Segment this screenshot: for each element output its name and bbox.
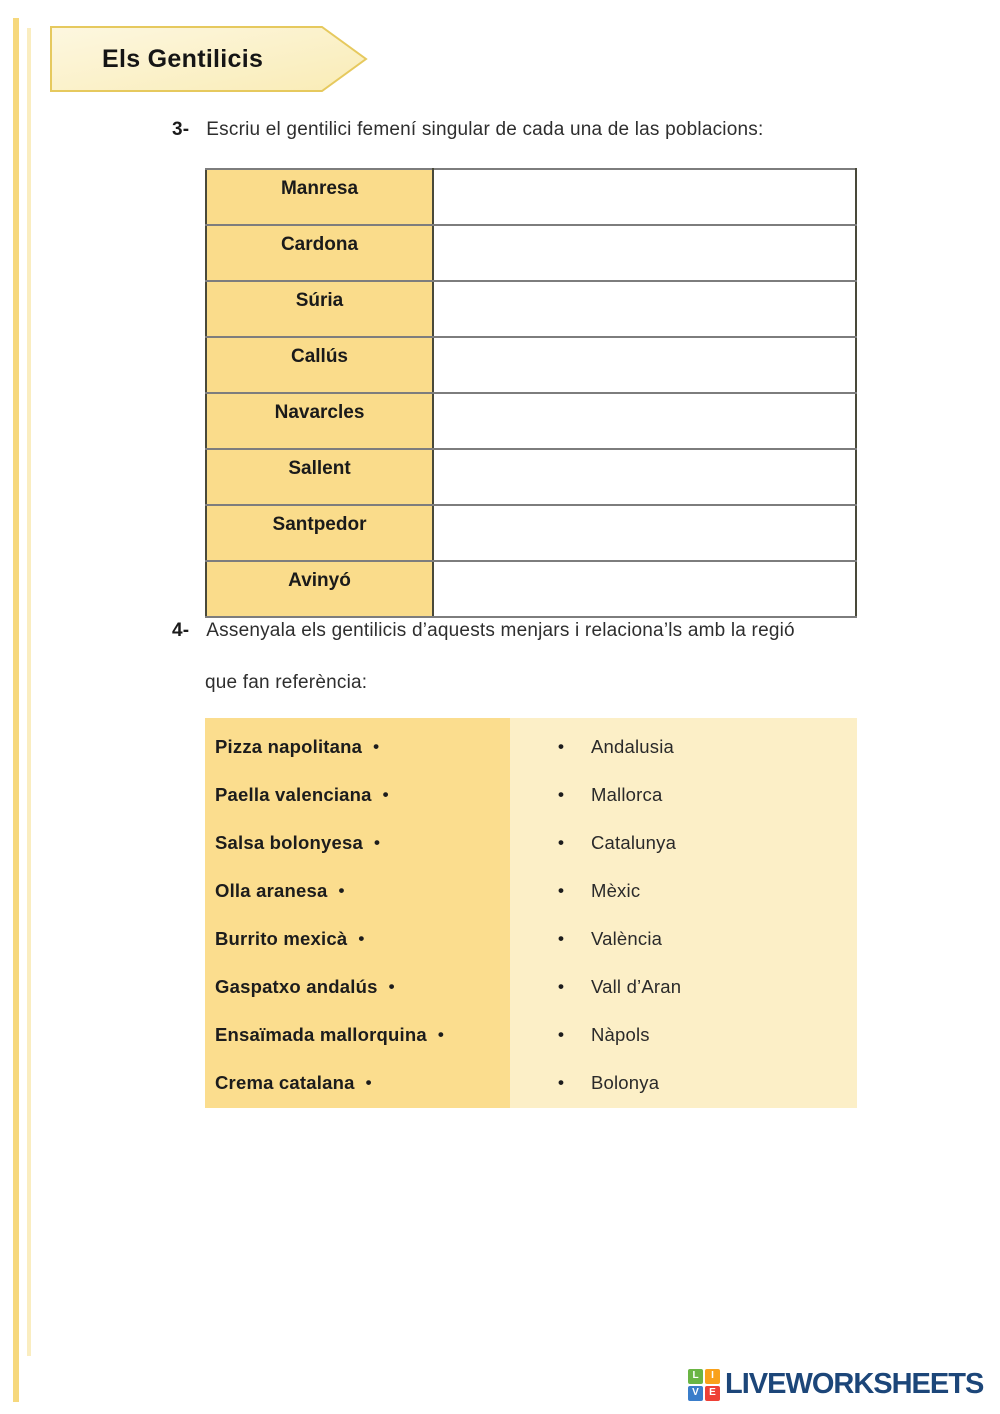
connector-dot[interactable]: • <box>558 929 564 948</box>
food-item: Burrito mexicà • <box>215 915 510 963</box>
answer-cell[interactable] <box>432 448 857 506</box>
region-label: Bolonya <box>590 1072 660 1093</box>
region-item: • Catalunya <box>510 819 857 867</box>
table-row: Cardona <box>205 224 857 282</box>
logo-square-v: V <box>688 1385 703 1401</box>
food-label: Paella valenciana <box>215 784 372 805</box>
table-row: Súria <box>205 280 857 338</box>
table-row: Sallent <box>205 448 857 506</box>
liveworksheets-logo-text: LIVEWORKSHEETS <box>725 1368 984 1400</box>
region-label: Andalusia <box>590 736 675 757</box>
region-item: • Andalusia <box>510 723 857 771</box>
population-label-cell: Santpedor <box>205 504 434 562</box>
region-item: • Nàpols <box>510 1011 857 1059</box>
connector-dot[interactable]: • <box>388 977 395 996</box>
region-label: Nàpols <box>590 1024 650 1045</box>
food-item: Olla aranesa • <box>215 867 510 915</box>
connector-dot[interactable]: • <box>338 881 345 900</box>
region-label: Catalunya <box>590 832 677 853</box>
food-item: Gaspatxo andalús • <box>215 963 510 1011</box>
connector-dot[interactable]: • <box>358 929 365 948</box>
answer-cell[interactable] <box>432 224 857 282</box>
connector-dot[interactable]: • <box>437 1025 444 1044</box>
food-label: Gaspatxo andalús <box>215 976 378 997</box>
logo-square-i: I <box>705 1368 720 1384</box>
exercise4-instruction-text1: Assenyala els gentilicis d’aquests menja… <box>206 620 795 641</box>
title-banner: Els Gentilicis <box>50 26 368 92</box>
population-label-cell: Callús <box>205 336 434 394</box>
region-item: • Mallorca <box>510 771 857 819</box>
population-label-cell: Sallent <box>205 448 434 506</box>
food-item: Salsa bolonyesa • <box>215 819 510 867</box>
page-title: Els Gentilicis <box>102 45 264 73</box>
connector-dot[interactable]: • <box>558 881 564 900</box>
region-label: Mèxic <box>590 880 641 901</box>
exercise4-instruction-text2: que fan referència: <box>205 672 368 693</box>
food-label: Pizza napolitana <box>215 736 363 757</box>
exercise4-number: 4- <box>172 620 190 641</box>
exercise3-instruction-text: Escriu el gentilici femení singular de c… <box>206 119 764 140</box>
connector-dot[interactable]: • <box>558 977 564 996</box>
food-label: Olla aranesa <box>215 880 328 901</box>
answer-cell[interactable] <box>432 392 857 450</box>
answer-cell[interactable] <box>432 280 857 338</box>
liveworksheets-logo-icon: L I V E <box>688 1368 720 1401</box>
food-label: Crema catalana <box>215 1072 355 1093</box>
population-label-cell: Súria <box>205 280 434 338</box>
region-label: Vall d’Aran <box>590 976 682 997</box>
population-label-cell: Manresa <box>205 168 434 226</box>
region-item: • València <box>510 915 857 963</box>
food-item: Ensaïmada mallorquina • <box>215 1011 510 1059</box>
answer-cell[interactable] <box>432 504 857 562</box>
food-label: Ensaïmada mallorquina <box>215 1024 427 1045</box>
population-label-cell: Cardona <box>205 224 434 282</box>
region-item: • Bolonya <box>510 1059 857 1107</box>
connector-dot[interactable]: • <box>365 1073 372 1092</box>
food-item: Pizza napolitana • <box>215 723 510 771</box>
connector-dot[interactable]: • <box>558 1073 564 1092</box>
connector-dot[interactable]: • <box>382 785 389 804</box>
region-item: • Mèxic <box>510 867 857 915</box>
region-item: • Vall d’Aran <box>510 963 857 1011</box>
food-label: Burrito mexicà <box>215 928 348 949</box>
left-accent-stripe-light <box>27 28 31 1356</box>
connector-dot[interactable]: • <box>558 785 564 804</box>
table-row: Manresa <box>205 168 857 226</box>
banner-arrow-shape <box>50 26 368 92</box>
populations-table: Manresa Cardona Súria Callús Navarcles S… <box>205 168 857 618</box>
regions-column: • Andalusia • Mallorca • Catalunya • Mèx… <box>510 718 857 1108</box>
foods-column: Pizza napolitana • Paella valenciana • S… <box>205 718 510 1108</box>
connector-dot[interactable]: • <box>373 833 380 852</box>
logo-square-l: L <box>688 1368 703 1384</box>
connector-dot[interactable]: • <box>558 833 564 852</box>
table-row: Callús <box>205 336 857 394</box>
answer-cell[interactable] <box>432 336 857 394</box>
answer-cell[interactable] <box>432 168 857 226</box>
answer-cell[interactable] <box>432 560 857 618</box>
table-row: Navarcles <box>205 392 857 450</box>
connector-dot[interactable]: • <box>558 737 564 756</box>
connector-dot[interactable]: • <box>558 1025 564 1044</box>
left-accent-stripe-dark <box>13 18 19 1402</box>
exercise4-instruction-line2: que fan referència: <box>205 672 367 694</box>
food-item: Crema catalana • <box>215 1059 510 1107</box>
table-row: Avinyó <box>205 560 857 618</box>
exercise3-instruction: 3- Escriu el gentilici femení singular de… <box>172 119 763 141</box>
food-label: Salsa bolonyesa <box>215 832 363 853</box>
exercise3-number: 3- <box>172 119 190 140</box>
exercise4-instruction-line1: 4- Assenyala els gentilicis d’aquests men… <box>172 620 795 642</box>
population-label-cell: Avinyó <box>205 560 434 618</box>
matching-exercise: Pizza napolitana • Paella valenciana • S… <box>205 718 857 1108</box>
connector-dot[interactable]: • <box>373 737 380 756</box>
liveworksheets-logo[interactable]: L I V E LIVEWORKSHEETS <box>688 1368 984 1401</box>
region-label: València <box>590 928 663 949</box>
food-item: Paella valenciana • <box>215 771 510 819</box>
logo-square-e: E <box>705 1385 720 1401</box>
population-label-cell: Navarcles <box>205 392 434 450</box>
table-row: Santpedor <box>205 504 857 562</box>
region-label: Mallorca <box>590 784 663 805</box>
